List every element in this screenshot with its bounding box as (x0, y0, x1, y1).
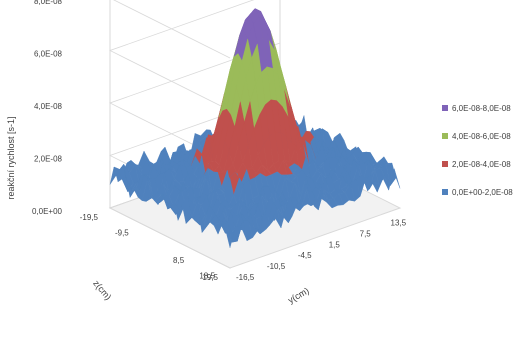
x-tick-label: -9,5 (115, 228, 129, 237)
y-tick-label: -4,5 (298, 251, 312, 260)
y-tick-label: 13,5 (391, 218, 407, 227)
axis-ticks: 0,0E+00 2,0E-08 4,0E-08 6,0E-08 8,0E-08 -19,5… (32, 0, 407, 282)
x-tick-label: 8,5 (173, 256, 185, 265)
x-tick-label: 18,5 (199, 271, 215, 280)
y-tick-label: -16,5 (236, 273, 255, 282)
legend-label: 6,0E-08-8,0E-08 (452, 104, 511, 113)
gridline-4 (113, 0, 231, 59)
y-axis-title: y(cm) (286, 285, 310, 305)
y-tick-label: 1,5 (329, 240, 341, 249)
z-tick-label: 8,0E-08 (34, 0, 63, 6)
z-tick-label: 2,0E-08 (34, 155, 63, 164)
x-tick-label: 19,5 (202, 273, 218, 282)
z-tick-label: 0,0E+00 (32, 207, 63, 216)
y-tick-label: -10,5 (267, 262, 286, 271)
surface-cell (225, 225, 236, 248)
legend-swatch (442, 105, 448, 111)
z-tick-label: 6,0E-08 (34, 50, 63, 59)
y-tick-label: 7,5 (360, 229, 372, 238)
legend-label: 4,0E-08-6,0E-08 (452, 132, 511, 141)
legend-label: 0,0E+00-2,0E-08 (452, 188, 513, 197)
x-axis-title: z(cm) (91, 278, 113, 302)
legend-label: 2,0E-08-4,0E-08 (452, 160, 511, 169)
legend-swatch (442, 133, 448, 139)
surface-plot (109, 8, 401, 248)
x-tick-label: -19,5 (80, 213, 99, 222)
legend-swatch (442, 189, 448, 195)
z-axis-title: reakční rychlost [s-1] (6, 116, 16, 199)
gridline-3 (108, 0, 255, 111)
legend-swatch (442, 161, 448, 167)
gridline-2 (108, 42, 281, 164)
legend: 6,0E-08-8,0E-08 4,0E-08-6,0E-08 2,0E-08-4,… (442, 104, 513, 197)
z-tick-label: 4,0E-08 (34, 102, 63, 111)
